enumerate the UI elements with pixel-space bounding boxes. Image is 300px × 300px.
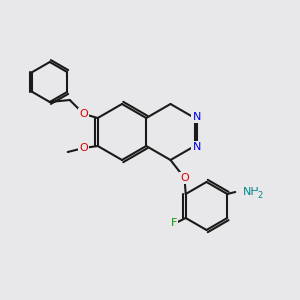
Text: N: N	[193, 112, 201, 122]
Text: 2: 2	[257, 191, 262, 200]
Text: O: O	[180, 173, 189, 183]
Text: F: F	[170, 218, 177, 228]
Text: O: O	[80, 143, 88, 153]
Text: O: O	[80, 109, 88, 119]
Text: NH: NH	[243, 187, 260, 197]
Text: N: N	[193, 142, 201, 152]
